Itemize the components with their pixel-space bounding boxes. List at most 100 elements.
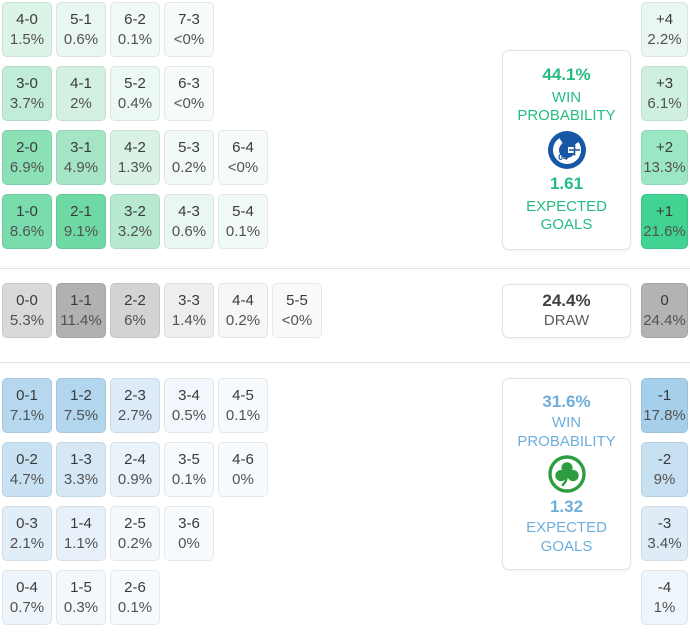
scoreline: 3-4 — [178, 387, 200, 405]
scoreline-cell: 1-2 7.5% — [56, 378, 106, 433]
svg-text:04: 04 — [558, 152, 568, 162]
scoreline-cell: 3-6 0% — [164, 506, 214, 561]
greuther-fuerth-logo — [547, 454, 587, 494]
scoreline-cell: 1-0 8.6% — [2, 194, 52, 249]
away-win-score-grid: 0-1 7.1% 1-2 7.5% 2-3 2.7% 3-4 0.5% 4-5 0.1% … — [2, 378, 268, 632]
scoreline-probability: <0% — [173, 30, 205, 48]
scoreline-cell: 6-3 <0% — [164, 66, 214, 121]
score-row: 4-0 1.5% 5-1 0.6% 6-2 0.1% 7-3 <0% — [2, 2, 268, 57]
score-row: 2-0 6.9% 3-1 4.9% 4-2 1.3% 5-3 0.2% 6-4 <0% — [2, 130, 268, 185]
scoreline-cell: 2-0 6.9% — [2, 130, 52, 185]
goal-margin: -1 — [657, 387, 672, 405]
scoreline: 3-2 — [124, 203, 146, 221]
goal-margin: -2 — [657, 451, 672, 469]
draw-score-grid: 0-0 5.3% 1-1 11.4% 2-2 6% 3-3 1.4% 4-4 0.2% 5… — [2, 283, 322, 347]
scoreline-probability: 4.7% — [9, 470, 45, 488]
scoreline-cell: 2-2 6% — [110, 283, 160, 338]
scoreline-probability: 1.5% — [9, 30, 45, 48]
scoreline: 4-2 — [124, 139, 146, 157]
scoreline-cell: 2-1 9.1% — [56, 194, 106, 249]
scoreline: 5-2 — [124, 75, 146, 93]
goal-margin-cell: -3 3.4% — [641, 506, 688, 561]
scoreline-cell: 5-4 0.1% — [218, 194, 268, 249]
goal-margin-probability: 3.4% — [647, 534, 682, 552]
scoreline-probability: 3.3% — [63, 470, 99, 488]
scoreline-cell: 5-3 0.2% — [164, 130, 214, 185]
scoreline-cell: 0-4 0.7% — [2, 570, 52, 625]
goal-margin-probability: 13.3% — [643, 158, 686, 176]
scoreline: 5-4 — [232, 203, 254, 221]
scoreline: 4-3 — [178, 203, 200, 221]
scoreline-cell: 1-3 3.3% — [56, 442, 106, 497]
scoreline-cell: 3-1 4.9% — [56, 130, 106, 185]
scoreline: 5-1 — [70, 11, 92, 29]
draw-panel: 24.4% DRAW — [502, 284, 631, 338]
scoreline-cell: 1-5 0.3% — [56, 570, 106, 625]
scoreline-cell: 2-5 0.2% — [110, 506, 160, 561]
home-expected-goals-label: EXPECTED GOALS — [526, 197, 607, 234]
scoreline-cell: 2-6 0.1% — [110, 570, 160, 625]
away-win-panel: 31.6% WIN PROBABILITY 1.32 EXPECTED GOAL… — [502, 378, 631, 570]
score-row: 0-1 7.1% 1-2 7.5% 2-3 2.7% 3-4 0.5% 4-5 0.1% — [2, 378, 268, 433]
scoreline-probability: 7.5% — [63, 406, 99, 424]
scoreline-cell: 0-2 4.7% — [2, 442, 52, 497]
scoreline: 4-4 — [232, 292, 254, 310]
scoreline-cell: 3-4 0.5% — [164, 378, 214, 433]
scoreline-probability: 1.1% — [63, 534, 99, 552]
scoreline: 3-5 — [178, 451, 200, 469]
scoreline: 3-6 — [178, 515, 200, 533]
score-row: 3-0 3.7% 4-1 2% 5-2 0.4% 6-3 <0% — [2, 66, 268, 121]
scoreline-cell: 7-3 <0% — [164, 2, 214, 57]
schalke-04-logo: S 04 — [547, 130, 587, 170]
scoreline: 4-5 — [232, 387, 254, 405]
goal-margin-probability: 1% — [653, 598, 676, 616]
scoreline-probability: 4.9% — [63, 158, 99, 176]
home-win-score-grid: 4-0 1.5% 5-1 0.6% 6-2 0.1% 7-3 <0% 3-0 3.7% 4… — [2, 2, 268, 258]
scoreline-probability: 6% — [124, 311, 146, 329]
scoreline-probability: 2.1% — [9, 534, 45, 552]
scoreline-cell: 6-2 0.1% — [110, 2, 160, 57]
goal-margin-cell: -4 1% — [641, 570, 688, 625]
scoreline-cell: 1-4 1.1% — [56, 506, 106, 561]
scoreline: 5-3 — [178, 139, 200, 157]
scoreline-cell: 3-2 3.2% — [110, 194, 160, 249]
scoreline: 0-4 — [16, 579, 38, 597]
scoreline-cell: 1-1 11.4% — [56, 283, 106, 338]
score-row: 0-3 2.1% 1-4 1.1% 2-5 0.2% 3-6 0% — [2, 506, 268, 561]
scoreline-cell: 4-3 0.6% — [164, 194, 214, 249]
scoreline-cell: 4-0 1.5% — [2, 2, 52, 57]
scoreline-probability: 9.1% — [63, 222, 99, 240]
scoreline: 6-2 — [124, 11, 146, 29]
scoreline-probability: 0.1% — [171, 470, 207, 488]
scoreline-probability: <0% — [227, 158, 259, 176]
scoreline-cell: 4-4 0.2% — [218, 283, 268, 338]
goal-margin: -3 — [657, 515, 672, 533]
scoreline: 3-1 — [70, 139, 92, 157]
goal-margin: +3 — [655, 75, 674, 93]
scoreline-cell: 6-4 <0% — [218, 130, 268, 185]
scoreline: 2-4 — [124, 451, 146, 469]
score-row: 1-0 8.6% 2-1 9.1% 3-2 3.2% 4-3 0.6% 5-4 0.1% — [2, 194, 268, 249]
home-expected-goals: 1.61 — [549, 173, 584, 193]
scoreline: 7-3 — [178, 11, 200, 29]
scoreline: 4-0 — [16, 11, 38, 29]
away-win-probability-label: WIN PROBABILITY — [517, 413, 616, 450]
scoreline-probability: <0% — [173, 94, 205, 112]
scoreline-probability: 8.6% — [9, 222, 45, 240]
section-divider — [0, 362, 690, 363]
scoreline-cell: 5-1 0.6% — [56, 2, 106, 57]
scoreline: 2-1 — [70, 203, 92, 221]
score-row: 0-4 0.7% 1-5 0.3% 2-6 0.1% — [2, 570, 268, 625]
scoreline: 6-3 — [178, 75, 200, 93]
draw-label: DRAW — [543, 311, 590, 329]
scoreline-probability: 0.1% — [225, 222, 261, 240]
scoreline-cell: 3-3 1.4% — [164, 283, 214, 338]
goal-margin: +2 — [655, 139, 674, 157]
scoreline-cell: 4-2 1.3% — [110, 130, 160, 185]
home-win-probability-label: WIN PROBABILITY — [517, 88, 616, 125]
scoreline: 4-1 — [70, 75, 92, 93]
scoreline-probability: 11.4% — [60, 311, 102, 329]
scoreline-probability: 0.6% — [63, 30, 99, 48]
scoreline: 0-1 — [16, 387, 38, 405]
